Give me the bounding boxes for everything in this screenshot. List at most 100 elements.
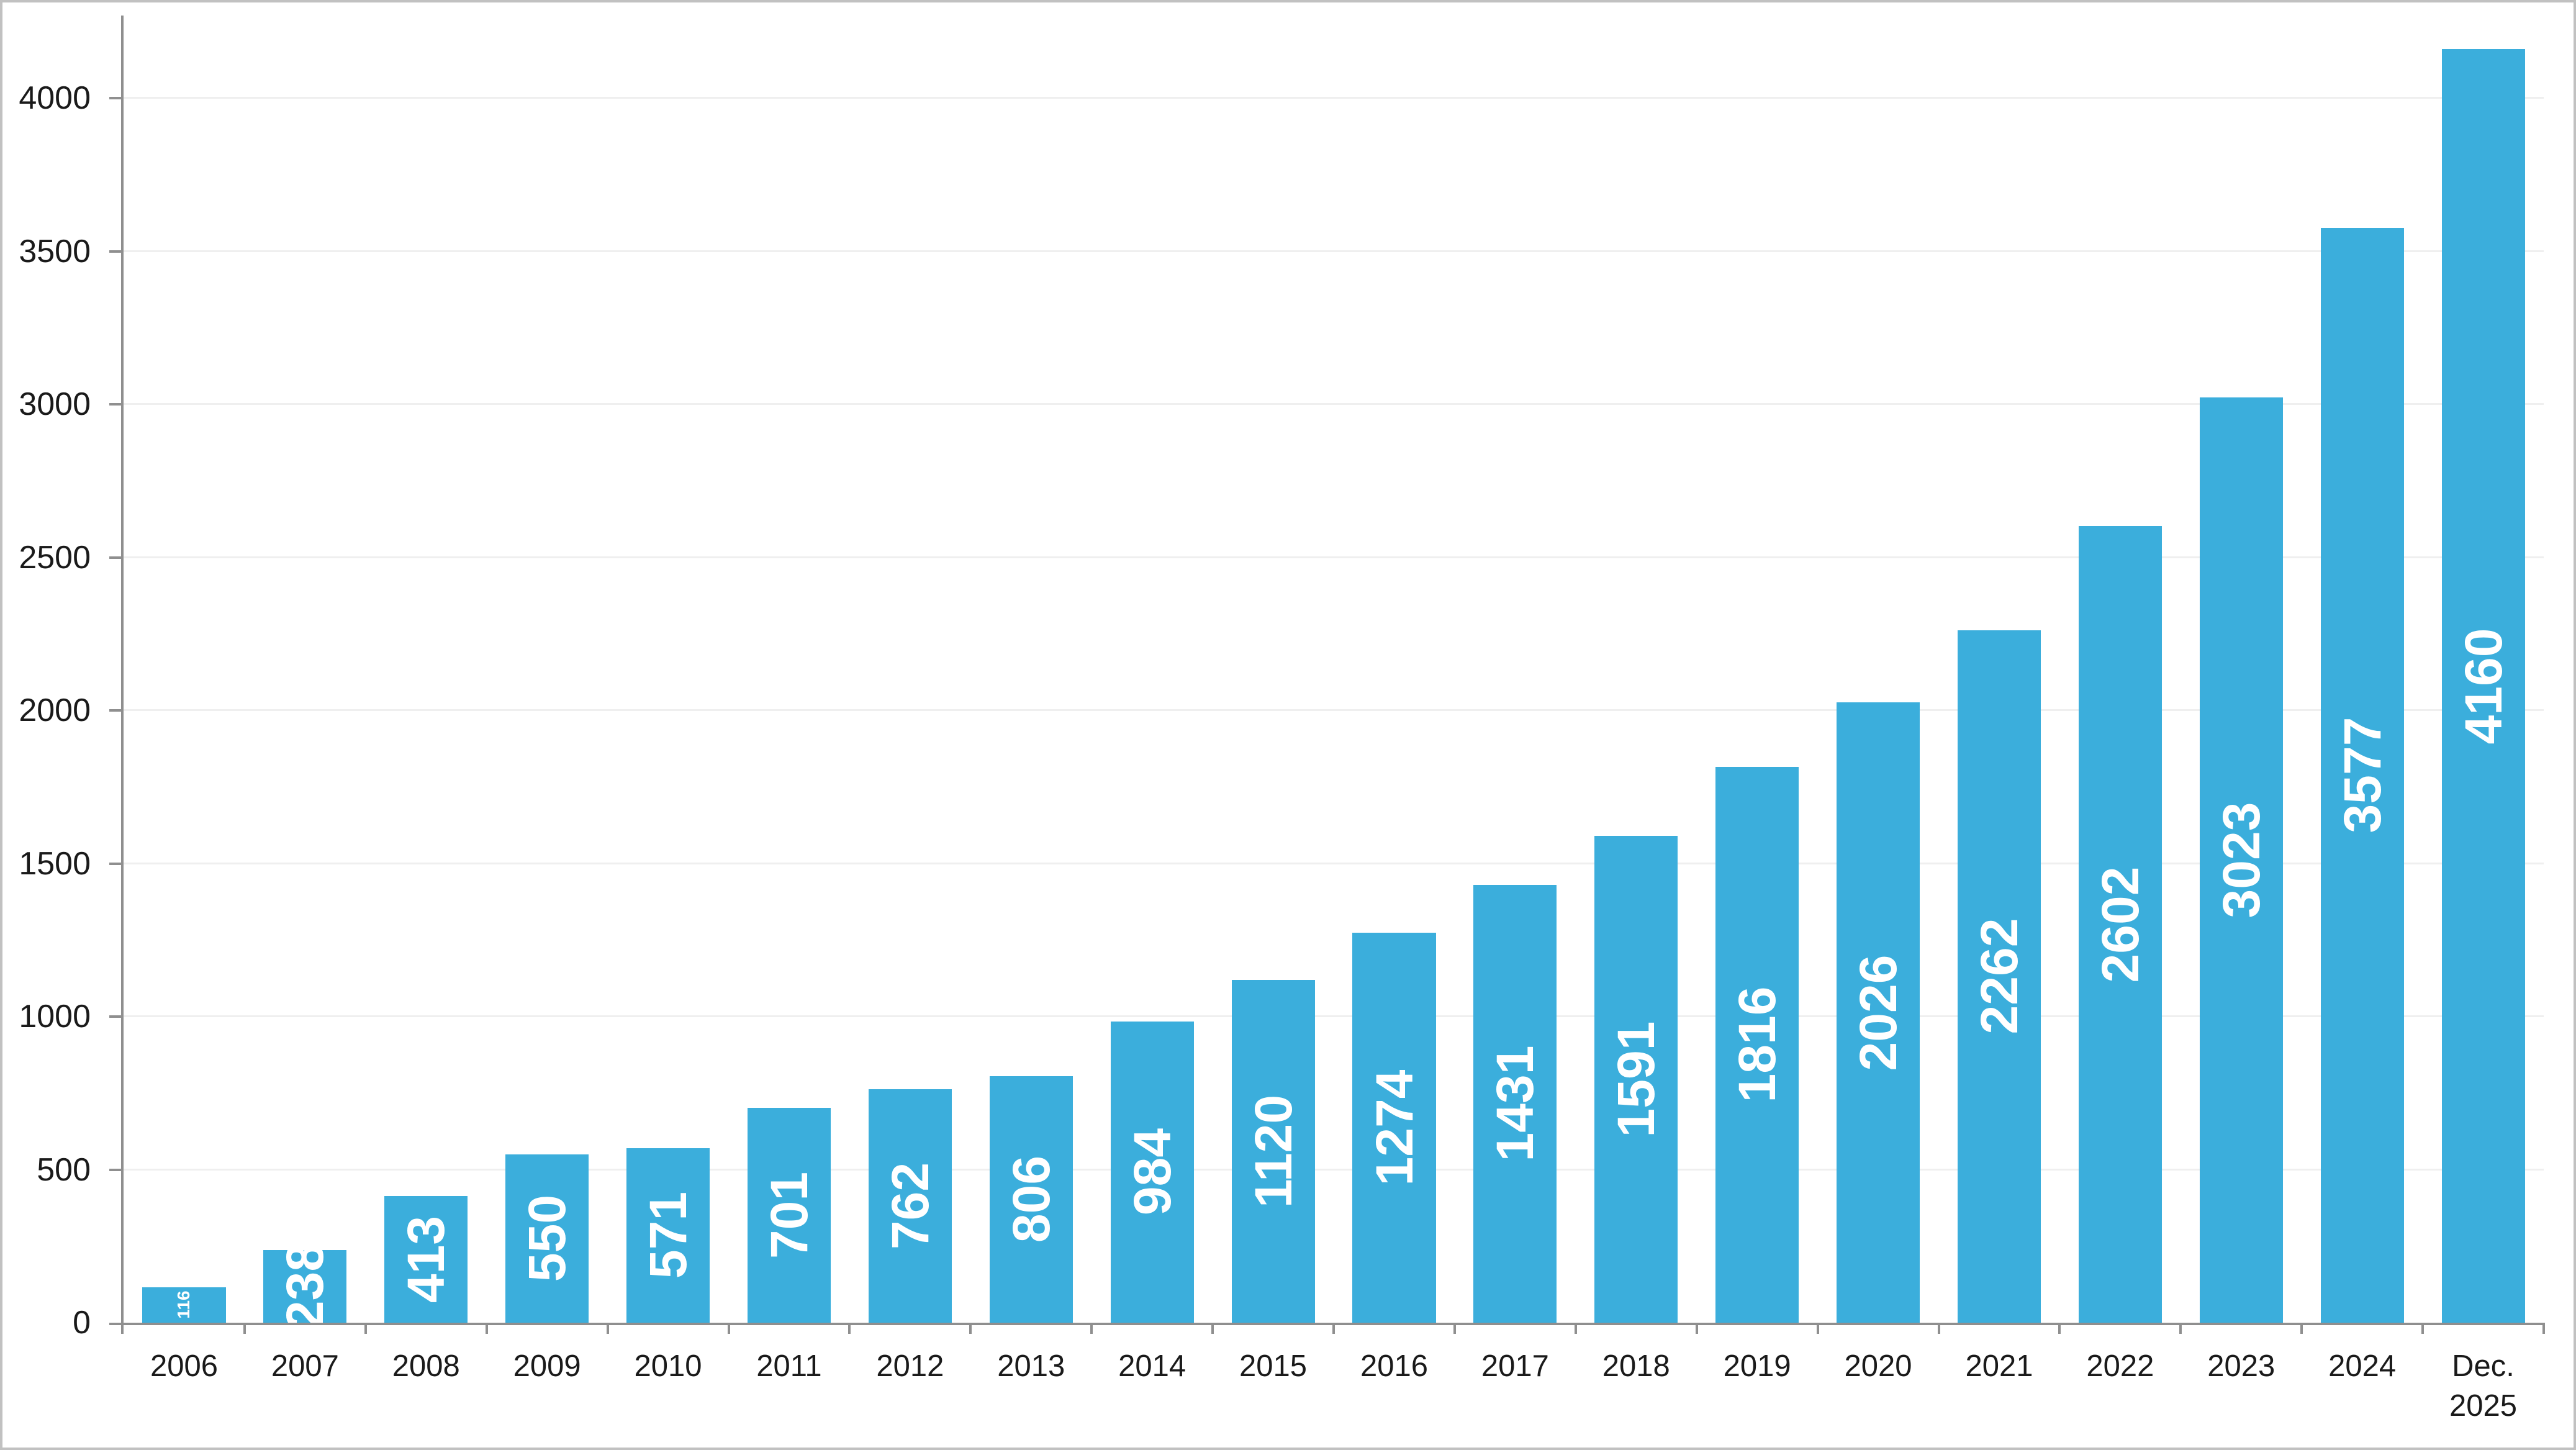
bar-cell: 116 bbox=[124, 16, 245, 1323]
y-axis-tick bbox=[109, 709, 121, 712]
bar-cell: 413 bbox=[366, 16, 487, 1323]
bar-value-label: 1816 bbox=[1728, 986, 1787, 1103]
y-axis-tick bbox=[109, 1168, 121, 1171]
gridline bbox=[124, 862, 2544, 864]
x-axis-tick-label: 2018 bbox=[1602, 1349, 1670, 1383]
y-axis-tick-label: 4000 bbox=[19, 80, 91, 117]
bar-value-label: 3577 bbox=[2333, 717, 2392, 833]
x-axis-tick bbox=[727, 1323, 730, 1334]
bar-2011: 701 bbox=[747, 1108, 831, 1323]
bar-2014: 984 bbox=[1110, 1021, 1194, 1323]
y-axis-line bbox=[121, 16, 124, 1334]
gridline bbox=[124, 709, 2544, 712]
y-axis-tick-label: 2500 bbox=[19, 539, 91, 576]
x-axis-tick bbox=[2542, 1323, 2545, 1334]
x-axis-tick-label: 2021 bbox=[1965, 1349, 2033, 1383]
bar-cell: 238 bbox=[245, 16, 366, 1330]
x-axis-tick bbox=[969, 1323, 972, 1334]
x-axis-tick bbox=[1090, 1323, 1093, 1334]
bar-cell: 806 bbox=[970, 16, 1091, 1323]
x-axis-tick-label: 2024 bbox=[2328, 1349, 2397, 1383]
x-axis-tick bbox=[1816, 1323, 1819, 1334]
bar-2015: 1120 bbox=[1231, 979, 1315, 1323]
x-axis-line bbox=[109, 1323, 2544, 1325]
gridline bbox=[124, 1168, 2544, 1171]
bar-cell: 701 bbox=[729, 16, 850, 1323]
x-axis-tick-label: 2023 bbox=[2207, 1349, 2275, 1383]
bar-value-label: 1591 bbox=[1607, 1021, 1666, 1138]
y-axis-tick bbox=[109, 403, 121, 406]
bar-cell: 3023 bbox=[2181, 16, 2302, 1323]
x-axis-tick bbox=[364, 1323, 367, 1334]
gridline bbox=[124, 1015, 2544, 1018]
y-axis-labels: 0 500 1000 1500 2000 2500 3000 3500 4000 bbox=[0, 0, 91, 1450]
bar-cell: 550 bbox=[487, 16, 608, 1323]
bar-2020: 2026 bbox=[1837, 702, 1920, 1323]
bar-value-label: 238 bbox=[276, 1243, 335, 1330]
x-axis-tick-label: 2006 bbox=[150, 1349, 218, 1383]
x-axis-tick bbox=[2300, 1323, 2303, 1334]
bar-cell: 4160 bbox=[2423, 16, 2544, 1323]
bar-2018: 1591 bbox=[1594, 835, 1678, 1323]
bar-2013: 806 bbox=[989, 1076, 1073, 1323]
bar-cell: 1816 bbox=[1697, 16, 1818, 1323]
x-axis-tick-label: 2022 bbox=[2086, 1349, 2154, 1383]
bar-cell: 762 bbox=[849, 16, 970, 1323]
bar-2012: 762 bbox=[868, 1089, 952, 1323]
x-axis-tick bbox=[485, 1323, 488, 1334]
bar-cell: 1431 bbox=[1455, 16, 1576, 1323]
bar-Dec. 2025: 4160 bbox=[2441, 49, 2525, 1323]
x-axis-tick bbox=[1211, 1323, 1214, 1334]
x-axis-tick-label: 2014 bbox=[1118, 1349, 1186, 1383]
bar-2010: 571 bbox=[626, 1148, 710, 1323]
x-axis-tick bbox=[2058, 1323, 2061, 1334]
gridline bbox=[124, 556, 2544, 558]
bar-cell: 571 bbox=[608, 16, 729, 1323]
gridline bbox=[124, 250, 2544, 252]
x-axis-tick-label: 2009 bbox=[513, 1349, 581, 1383]
plot-area: 116 238 413 550 571 701 762 806 984 1120 1274 1431 1… bbox=[109, 16, 2545, 1334]
x-axis-tick-label: 2012 bbox=[876, 1349, 944, 1383]
x-axis-tick-label: 2011 bbox=[756, 1349, 822, 1383]
bar-value-label: 984 bbox=[1123, 1128, 1182, 1216]
bar-2016: 1274 bbox=[1352, 932, 1436, 1323]
x-axis-tick bbox=[1332, 1323, 1335, 1334]
x-axis-tick bbox=[2421, 1323, 2425, 1334]
bar-cell: 984 bbox=[1091, 16, 1213, 1323]
y-axis-tick bbox=[109, 862, 121, 865]
bar-value-label: 1274 bbox=[1365, 1069, 1424, 1186]
bar-2009: 550 bbox=[505, 1154, 589, 1323]
bar-value-label: 3023 bbox=[2212, 802, 2271, 918]
y-axis-tick-label: 3500 bbox=[19, 233, 91, 270]
bar-value-label: 550 bbox=[518, 1195, 577, 1282]
bar-2006: 116 bbox=[142, 1287, 226, 1323]
bar-cell: 1120 bbox=[1213, 16, 1334, 1323]
x-axis-tick-label: 2013 bbox=[997, 1349, 1065, 1383]
bar-cell: 1274 bbox=[1334, 16, 1455, 1323]
bar-cell: 2602 bbox=[2060, 16, 2181, 1323]
x-axis-tick-label: 2007 bbox=[271, 1349, 339, 1383]
bar-2022: 2602 bbox=[2078, 526, 2162, 1323]
x-axis-tick-label: 2020 bbox=[1844, 1349, 1912, 1383]
x-axis-tick bbox=[1695, 1323, 1698, 1334]
bar-2023: 3023 bbox=[2199, 397, 2283, 1323]
y-axis-tick bbox=[109, 556, 121, 559]
y-axis-tick-label: 0 bbox=[73, 1305, 91, 1341]
x-axis-tick bbox=[606, 1323, 609, 1334]
x-axis-tick bbox=[1937, 1323, 1940, 1334]
x-axis-tick-label: Dec. 2025 bbox=[2449, 1349, 2518, 1423]
y-axis-tick-label: 3000 bbox=[19, 386, 91, 423]
y-axis-tick bbox=[109, 1015, 121, 1018]
x-axis-tick bbox=[243, 1323, 246, 1334]
bar-2007: 238 bbox=[263, 1243, 347, 1330]
y-axis-tick-label: 1500 bbox=[19, 845, 91, 882]
bar-2019: 1816 bbox=[1715, 766, 1799, 1323]
x-axis-tick bbox=[1453, 1323, 1456, 1334]
bars-container: 116 238 413 550 571 701 762 806 984 1120 1274 1431 1… bbox=[124, 16, 2544, 1330]
bar-value-label: 116 bbox=[174, 1290, 194, 1319]
gridline bbox=[124, 97, 2544, 99]
bar-2017: 1431 bbox=[1473, 884, 1557, 1323]
bar-2021: 2262 bbox=[1958, 630, 2041, 1323]
bar-value-label: 2262 bbox=[1970, 918, 2029, 1035]
x-axis-tick bbox=[1574, 1323, 1577, 1334]
